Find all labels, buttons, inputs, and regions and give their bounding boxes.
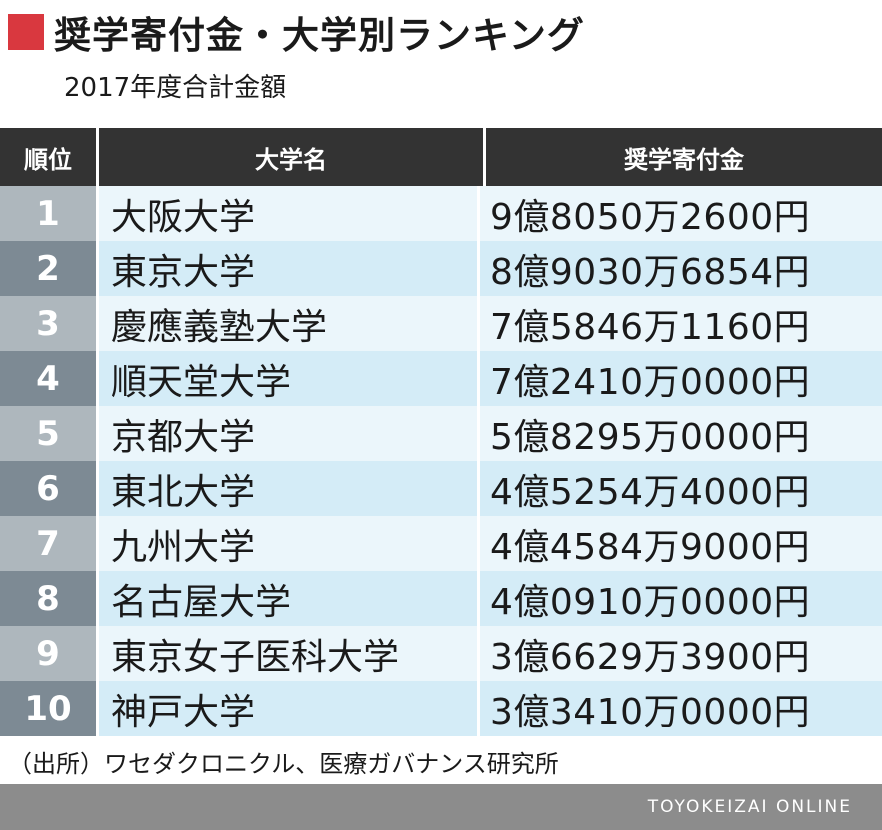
- table-row: 7 九州大学 4億4584万9000円: [0, 516, 882, 571]
- table-row: 6 東北大学 4億5254万4000円: [0, 461, 882, 516]
- university-cell: 九州大学: [96, 516, 480, 571]
- page-subtitle: 2017年度合計金額: [64, 73, 287, 103]
- amount-cell: 5億8295万0000円: [480, 406, 882, 461]
- column-header-rank: 順位: [24, 145, 72, 174]
- amount-cell: 8億9030万6854円: [480, 241, 882, 296]
- amount-cell: 4億5254万4000円: [480, 461, 882, 516]
- rank-cell: 1: [0, 186, 96, 241]
- table-header: 順位 大学名 奨学寄付金: [0, 128, 882, 186]
- table-row: 8 名古屋大学 4億0910万0000円: [0, 571, 882, 626]
- amount-cell: 4億0910万0000円: [480, 571, 882, 626]
- university-cell: 東京大学: [96, 241, 480, 296]
- column-header-amount: 奨学寄付金: [624, 145, 744, 174]
- amount-cell: 7億5846万1160円: [480, 296, 882, 351]
- table-row: 1 大阪大学 9億8050万2600円: [0, 186, 882, 241]
- university-cell: 順天堂大学: [96, 351, 480, 406]
- rank-cell: 8: [0, 571, 96, 626]
- title-row: 奨学寄付金・大学別ランキング: [8, 6, 585, 58]
- amount-cell: 3億6629万3900円: [480, 626, 882, 681]
- amount-cell: 3億3410万0000円: [480, 681, 882, 736]
- page-title: 奨学寄付金・大学別ランキング: [54, 14, 585, 57]
- ranking-table: 順位 大学名 奨学寄付金 1 大阪大学 9億8050万2600円 2 東京大学 8億903…: [0, 128, 882, 736]
- amount-cell: 9億8050万2600円: [480, 186, 882, 241]
- rank-cell: 4: [0, 351, 96, 406]
- table-row: 5 京都大学 5億8295万0000円: [0, 406, 882, 461]
- university-cell: 東京女子医科大学: [96, 626, 480, 681]
- table-body: 1 大阪大学 9億8050万2600円 2 東京大学 8億9030万6854円 3 慶應義塾大…: [0, 186, 882, 736]
- table-row: 3 慶應義塾大学 7億5846万1160円: [0, 296, 882, 351]
- table-row: 2 東京大学 8億9030万6854円: [0, 241, 882, 296]
- rank-cell: 2: [0, 241, 96, 296]
- footer-bar: TOYOKEIZAI ONLINE: [0, 784, 882, 830]
- rank-cell: 7: [0, 516, 96, 571]
- university-cell: 大阪大学: [96, 186, 480, 241]
- source-note: （出所）ワセダクロニクル、医療ガバナンス研究所: [8, 750, 559, 778]
- university-cell: 神戸大学: [96, 681, 480, 736]
- rank-cell: 10: [0, 681, 96, 736]
- title-accent-mark: [8, 14, 44, 50]
- amount-cell: 7億2410万0000円: [480, 351, 882, 406]
- footer-brand: TOYOKEIZAI ONLINE: [647, 797, 852, 817]
- column-header-university: 大学名: [96, 128, 486, 186]
- amount-cell: 4億4584万9000円: [480, 516, 882, 571]
- table-row: 4 順天堂大学 7億2410万0000円: [0, 351, 882, 406]
- rank-cell: 3: [0, 296, 96, 351]
- rank-cell: 5: [0, 406, 96, 461]
- table-row: 9 東京女子医科大学 3億6629万3900円: [0, 626, 882, 681]
- rank-cell: 6: [0, 461, 96, 516]
- table-row: 10 神戸大学 3億3410万0000円: [0, 681, 882, 736]
- university-cell: 京都大学: [96, 406, 480, 461]
- university-cell: 名古屋大学: [96, 571, 480, 626]
- university-cell: 東北大学: [96, 461, 480, 516]
- rank-cell: 9: [0, 626, 96, 681]
- university-cell: 慶應義塾大学: [96, 296, 480, 351]
